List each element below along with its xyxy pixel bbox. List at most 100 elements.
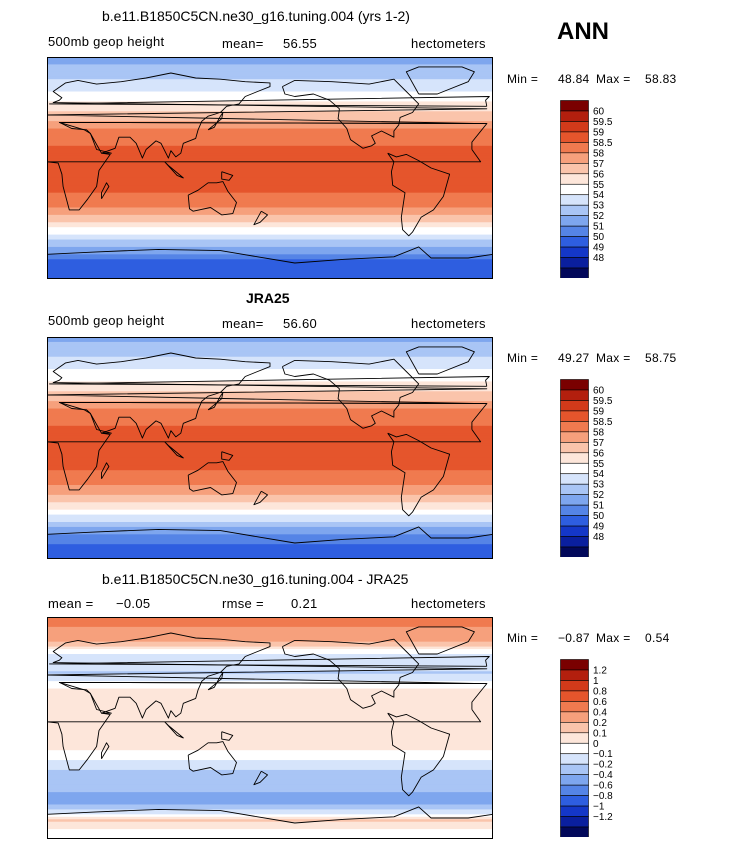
map-band	[47, 224, 493, 228]
coastline	[405, 66, 475, 95]
map-band	[47, 341, 493, 345]
map-band	[47, 457, 493, 461]
map-band	[47, 713, 493, 717]
map-band	[47, 180, 493, 184]
coastline	[387, 152, 451, 237]
map-band	[47, 366, 493, 370]
map-band	[47, 239, 493, 243]
map-band	[47, 522, 493, 526]
map-band	[47, 168, 493, 172]
map-band	[47, 435, 493, 439]
colorbar-label: −0.1	[593, 749, 613, 760]
map-band	[47, 242, 493, 246]
map-band	[47, 556, 493, 559]
map-band	[47, 507, 493, 511]
map-band	[47, 811, 493, 815]
colorbar-box	[560, 753, 589, 765]
map-band	[47, 57, 493, 61]
map-frame	[47, 617, 493, 839]
coastline	[207, 672, 224, 691]
panel-1-mean-value: 56.55	[283, 36, 318, 51]
panel-1-mean-label: mean=	[222, 36, 264, 51]
map-band	[47, 96, 493, 100]
coastline	[281, 78, 420, 149]
map-band	[47, 626, 493, 630]
map-band	[47, 237, 493, 241]
map-band	[47, 502, 493, 506]
map-band	[47, 438, 493, 442]
coastline	[47, 526, 493, 544]
map-band	[47, 74, 493, 78]
panel-3-title: b.e11.B1850C5CN.ne30_g16.tuning.004 - JR…	[102, 571, 409, 587]
colorbar-label: 52	[593, 490, 605, 501]
map-band	[47, 541, 493, 545]
map-band	[47, 475, 493, 479]
colorbar-label: 54	[593, 190, 605, 201]
colorbar-box	[560, 525, 589, 537]
map-band	[47, 671, 493, 675]
map-frame	[47, 337, 493, 559]
map-band	[47, 617, 493, 621]
colorbar-box	[560, 816, 589, 828]
map-band	[47, 698, 493, 702]
map-band	[47, 514, 493, 518]
map-band	[47, 695, 493, 699]
map-band	[47, 376, 493, 380]
map-band	[47, 408, 493, 412]
map-band	[47, 509, 493, 513]
map-band	[47, 624, 493, 628]
map-band	[47, 138, 493, 142]
map-band	[47, 747, 493, 751]
map-band	[47, 403, 493, 407]
map-band	[47, 229, 493, 233]
map-band	[47, 539, 493, 543]
colorbar-box	[560, 680, 589, 692]
map-band	[47, 472, 493, 476]
map-band	[47, 735, 493, 739]
map-band	[47, 209, 493, 213]
colorbar-label: 48	[593, 253, 605, 264]
map-band	[47, 656, 493, 660]
colorbar-label: 53	[593, 480, 605, 491]
colorbar-box	[560, 152, 589, 164]
map-band	[47, 826, 493, 830]
colorbar-label: 56	[593, 169, 605, 180]
colorbar-box	[560, 515, 589, 527]
map-band	[47, 418, 493, 422]
map-band	[47, 202, 493, 206]
map-band	[47, 148, 493, 152]
panel-3-max-value: 0.54	[645, 631, 670, 645]
colorbar-box	[560, 494, 589, 506]
map-band	[47, 356, 493, 360]
map-band	[47, 821, 493, 825]
map-band	[47, 261, 493, 265]
map-band	[47, 728, 493, 732]
colorbar-box	[560, 462, 589, 475]
colorbar-box	[560, 483, 589, 495]
colorbar-label: 0.8	[593, 686, 607, 697]
map-band	[47, 153, 493, 157]
map-band	[47, 730, 493, 734]
colorbar-box	[560, 236, 589, 248]
map-band	[47, 703, 493, 707]
map-band	[47, 274, 493, 278]
map-band	[47, 123, 493, 127]
coastline	[49, 376, 490, 387]
map-band	[47, 634, 493, 638]
colorbar-label: 57	[593, 159, 605, 170]
map-band	[47, 256, 493, 260]
map-band	[47, 269, 493, 273]
map-band	[47, 165, 493, 169]
colorbar-box	[560, 379, 589, 391]
map-band	[47, 111, 493, 115]
colorbar-box	[560, 225, 589, 237]
map-band	[47, 150, 493, 154]
map-band	[47, 524, 493, 528]
map-band	[47, 398, 493, 402]
map-band	[47, 723, 493, 727]
coastline	[49, 96, 490, 107]
map-band	[47, 708, 493, 712]
colorbar-box	[560, 546, 589, 557]
season-label: ANN	[557, 18, 609, 45]
